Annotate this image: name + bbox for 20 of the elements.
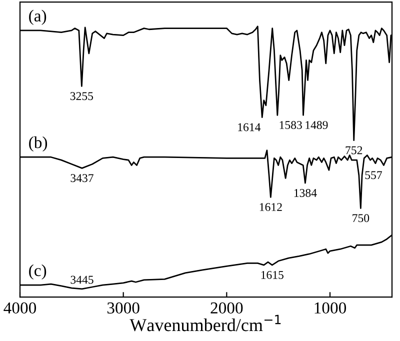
- x-axis-title: Wavenumberd/cm$^{−1}$: [130, 314, 281, 332]
- annotation: 1612: [260, 203, 282, 212]
- x-tick-label: 2000: [210, 302, 243, 314]
- annotation: 557: [365, 171, 382, 180]
- x-tick-label: 4000: [4, 302, 36, 314]
- x-tick-label: 3000: [107, 302, 140, 314]
- annotation: 3445: [70, 276, 94, 284]
- series-label: (a): [29, 10, 46, 25]
- annotation: 1615: [261, 271, 284, 279]
- annotation: 1583: [280, 121, 302, 130]
- x-tick-label: 1000: [314, 302, 346, 314]
- series-label: (c): [29, 264, 46, 280]
- annotation: 3255: [70, 92, 94, 100]
- annotation: 1614: [238, 123, 261, 132]
- annotation: 1384: [294, 188, 317, 197]
- annotation: 3437: [70, 174, 94, 182]
- annotation: 752: [346, 146, 362, 154]
- annotation: 750: [352, 214, 370, 222]
- annotation: 1489: [306, 121, 328, 130]
- series-label: (b): [29, 136, 48, 152]
